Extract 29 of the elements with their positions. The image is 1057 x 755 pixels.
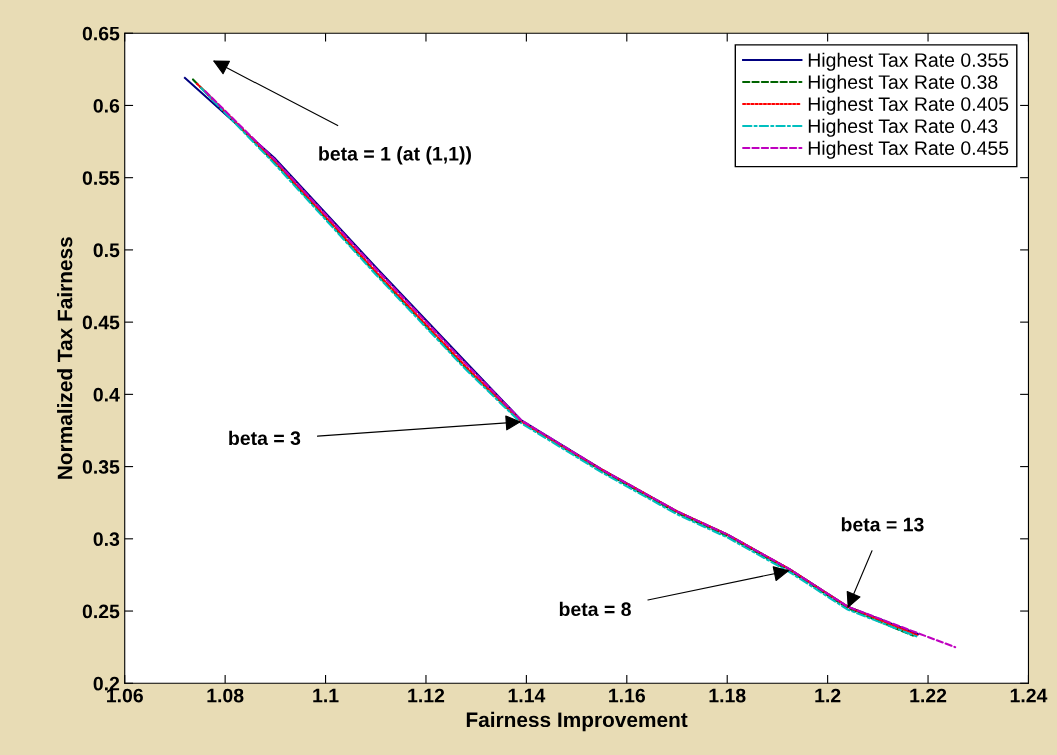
legend-label: Highest Tax Rate 0.38 [808, 74, 998, 93]
annotation: beta = 1 (at (1,1)) [319, 146, 471, 165]
x-tick-label: 1.24 [1010, 688, 1048, 703]
legend-label: Highest Tax Rate 0.355 [808, 52, 1009, 71]
y-tick-label: 0.35 [82, 460, 120, 474]
x-axis-title: Fairness Improvement [466, 711, 688, 732]
y-tick-label: 0.65 [82, 26, 120, 41]
y-axis-title: Normalized Tax Fairness [57, 237, 73, 479]
x-tick-label: 1.22 [910, 688, 947, 703]
legend-label: Highest Tax Rate 0.455 [808, 140, 1009, 159]
y-tick-label: 0.55 [82, 171, 120, 185]
annotation: beta = 13 [841, 517, 924, 532]
x-tick-label: 1.1 [313, 688, 339, 703]
x-tick-label: 1.12 [408, 688, 445, 703]
annotation: beta = 8 [559, 601, 631, 617]
y-tick-label: 0.3 [93, 532, 120, 547]
x-tick-label: 1.14 [508, 688, 546, 703]
x-tick-label: 1.16 [609, 688, 646, 703]
legend-label: Highest Tax Rate 0.405 [808, 96, 1009, 115]
legend-label: Highest Tax Rate 0.43 [808, 118, 998, 137]
x-tick-label: 1.18 [709, 688, 746, 703]
y-tick-label: 0.6 [93, 98, 120, 113]
y-tick-label: 0.5 [93, 243, 120, 258]
y-tick-label: 0.45 [82, 315, 120, 330]
annotation: beta = 3 [229, 430, 301, 446]
x-tick-label: 1.08 [207, 688, 244, 703]
x-tick-label: 1.2 [815, 688, 841, 703]
y-tick-label: 0.25 [82, 604, 120, 619]
y-tick-label: 0.4 [93, 387, 120, 402]
